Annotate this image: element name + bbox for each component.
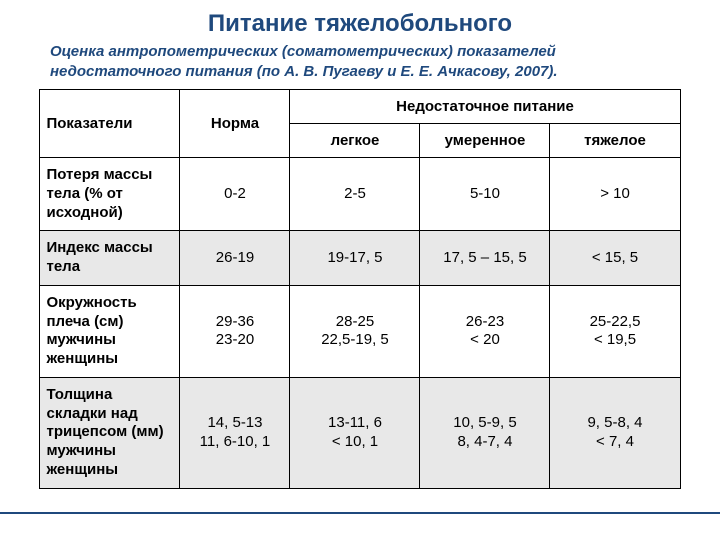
cell-label: Толщина складки над трицепсом (мм)мужчин… [40, 377, 180, 488]
cell-severe: 25-22,5< 19,5 [550, 285, 680, 377]
data-table: Показатели Норма Недостаточное питание л… [39, 89, 680, 489]
col-header-indicators: Показатели [40, 90, 180, 158]
cell-mild: 13-11, 6< 10, 1 [290, 377, 420, 488]
cell-norm: 14, 5-1311, 6-10, 1 [180, 377, 290, 488]
table-row: Потеря массы тела (% от исходной) 0-2 2-… [40, 158, 680, 231]
slide: Питание тяжелобольного Оценка антропомет… [0, 0, 720, 540]
cell-mild: 28-2522,5-19, 5 [290, 285, 420, 377]
table-row: Толщина складки над трицепсом (мм)мужчин… [40, 377, 680, 488]
col-header-norm: Норма [180, 90, 290, 158]
page-title: Питание тяжелобольного [0, 0, 720, 42]
col-header-severe: тяжелое [550, 124, 680, 158]
table-row: Окружность плеча (см)мужчиныженщины 29-3… [40, 285, 680, 377]
cell-norm: 0-2 [180, 158, 290, 231]
col-header-group: Недостаточное питание [290, 90, 680, 124]
cell-severe: < 15, 5 [550, 231, 680, 286]
cell-label: Потеря массы тела (% от исходной) [40, 158, 180, 231]
col-header-moderate: умеренное [420, 124, 550, 158]
cell-mild: 2-5 [290, 158, 420, 231]
table-body: Потеря массы тела (% от исходной) 0-2 2-… [40, 158, 680, 489]
cell-moderate: 26-23< 20 [420, 285, 550, 377]
cell-moderate: 17, 5 – 15, 5 [420, 231, 550, 286]
cell-label: Индекс массы тела [40, 231, 180, 286]
cell-moderate: 5-10 [420, 158, 550, 231]
footer-divider [0, 512, 720, 514]
col-header-mild: легкое [290, 124, 420, 158]
cell-label: Окружность плеча (см)мужчиныженщины [40, 285, 180, 377]
cell-severe: 9, 5-8, 4< 7, 4 [550, 377, 680, 488]
cell-norm: 26-19 [180, 231, 290, 286]
cell-moderate: 10, 5-9, 58, 4-7, 4 [420, 377, 550, 488]
page-subtitle: Оценка антропометрических (соматометриче… [0, 42, 720, 89]
cell-severe: > 10 [550, 158, 680, 231]
table-row: Индекс массы тела 26-19 19-17, 5 17, 5 –… [40, 231, 680, 286]
cell-norm: 29-3623-20 [180, 285, 290, 377]
cell-mild: 19-17, 5 [290, 231, 420, 286]
